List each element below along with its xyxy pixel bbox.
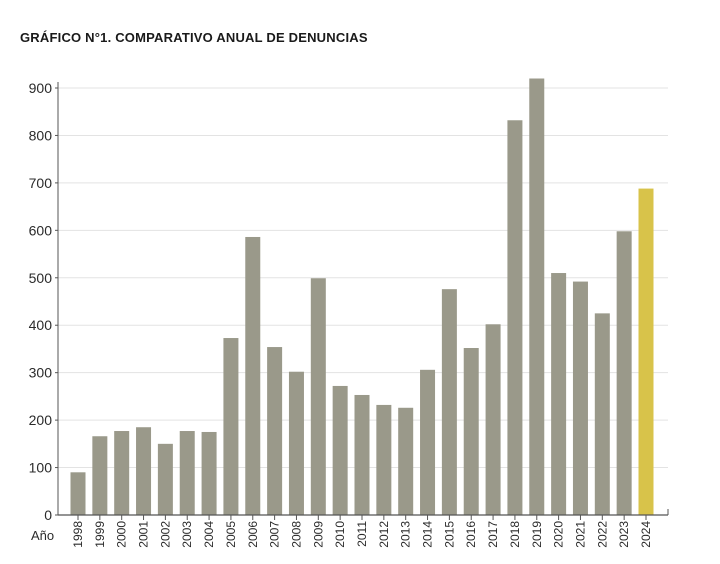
x-tick-label-2024: 2024: [639, 521, 653, 548]
bar-2002: [157, 443, 173, 515]
bar-1998: [70, 472, 86, 515]
x-tick-label-2014: 2014: [421, 521, 435, 548]
x-tick-label-2005: 2005: [224, 521, 238, 548]
bar-2020: [551, 273, 567, 515]
y-tick-label-200: 200: [29, 412, 53, 428]
y-tick-label-0: 0: [44, 507, 52, 523]
x-tick-label-2001: 2001: [137, 521, 151, 548]
bar-2024: [638, 188, 654, 515]
x-tick-label-2006: 2006: [246, 521, 260, 548]
bar-1999: [92, 436, 108, 515]
x-tick-label-1998: 1998: [71, 521, 85, 548]
x-tick-label-2008: 2008: [289, 521, 303, 548]
y-tick-label-300: 300: [29, 365, 53, 381]
x-tick-label-2023: 2023: [617, 521, 631, 548]
x-tick-label-2019: 2019: [530, 521, 544, 548]
y-tick-label-600: 600: [29, 222, 53, 238]
bar-2012: [376, 404, 392, 515]
y-tick-label-100: 100: [29, 460, 53, 476]
bar-2008: [288, 371, 304, 515]
bar-2003: [179, 431, 195, 515]
bar-2022: [594, 313, 610, 515]
y-tick-label-400: 400: [29, 317, 53, 333]
bar-2006: [245, 236, 261, 516]
x-axis-label: Año: [31, 528, 54, 543]
x-tick-label-1999: 1999: [93, 521, 107, 548]
x-tick-label-2012: 2012: [377, 521, 391, 548]
x-tick-label-2017: 2017: [486, 521, 500, 548]
x-tick-label-2021: 2021: [573, 521, 587, 548]
x-tick-label-2003: 2003: [180, 521, 194, 548]
y-axis: 0 100 200 300 400 500 600 700 800 900: [29, 80, 59, 523]
y-tick-label-500: 500: [29, 270, 53, 286]
bar-2010: [332, 385, 348, 515]
x-tick-label-2007: 2007: [268, 521, 282, 548]
x-tick-label-2000: 2000: [115, 521, 129, 548]
x-tick-label-2016: 2016: [464, 521, 478, 548]
bar-2015: [441, 289, 457, 515]
x-tick-label-2009: 2009: [311, 521, 325, 548]
bars: [70, 78, 654, 516]
x-tick-label-2002: 2002: [158, 521, 172, 548]
y-tick-label-700: 700: [29, 175, 53, 191]
x-tick-label-2004: 2004: [202, 521, 216, 548]
y-tick-label-800: 800: [29, 127, 53, 143]
x-axis: 1998 1999 2000 2001 2002 2003 2004 2005 2006 2007…: [58, 509, 669, 548]
bar-2018: [507, 120, 523, 515]
bar-2011: [354, 394, 370, 515]
x-tick-label-2015: 2015: [442, 521, 456, 548]
x-tick-label-2020: 2020: [552, 521, 566, 548]
bar-2017: [485, 324, 501, 515]
x-tick-label-2018: 2018: [508, 521, 522, 548]
bar-2019: [529, 78, 545, 515]
bar-2021: [572, 281, 588, 515]
y-tick-label-900: 900: [29, 80, 53, 96]
x-tick-label-2011: 2011: [355, 521, 369, 547]
x-tick-label-2022: 2022: [595, 521, 609, 548]
bar-2007: [267, 347, 283, 515]
bar-2004: [201, 431, 217, 515]
bar-2005: [223, 338, 239, 515]
bar-2014: [420, 369, 436, 515]
bar-2016: [463, 348, 479, 515]
bar-2000: [114, 431, 130, 515]
bar-2001: [136, 427, 152, 515]
bar-2009: [310, 278, 326, 515]
bar-2023: [616, 231, 632, 515]
chart-title: GRÁFICO N°1. COMPARATIVO ANUAL DE DENUNC…: [20, 30, 368, 45]
bar-2013: [398, 407, 414, 515]
x-tick-label-2013: 2013: [399, 521, 413, 548]
x-tick-label-2010: 2010: [333, 521, 347, 548]
